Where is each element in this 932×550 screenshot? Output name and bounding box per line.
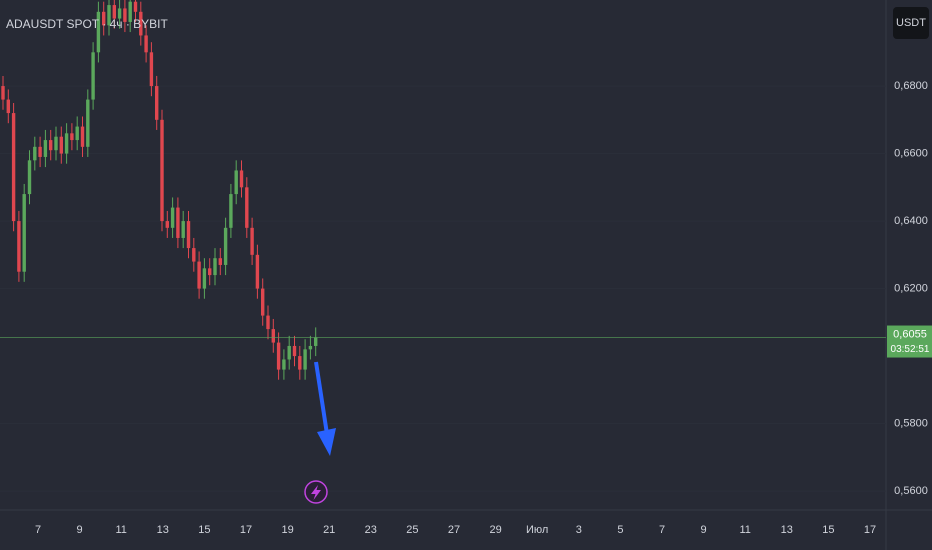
candle-body [1,86,5,100]
last-price-label: 0,6055 [893,328,927,340]
candle-body [287,345,291,360]
candle-body [208,268,212,276]
x-tick-label: Июл [526,524,548,536]
candle-body [186,221,191,249]
candle-body [165,221,169,228]
candle-body [155,86,159,120]
candle-body [292,345,297,357]
candle-body [229,194,233,228]
candle-body [59,136,63,154]
candle-body [112,5,116,19]
x-tick-label: 9 [77,524,83,536]
x-tick-label: 25 [406,524,418,536]
symbol-title: ADAUSDT SPOT · 4ч · BYBIT [6,17,169,31]
x-tick-label: 7 [35,524,41,536]
candle-body [255,254,260,289]
candle-body [282,359,286,370]
candle-body [192,248,196,262]
x-tick-label: 23 [365,524,377,536]
x-tick-label: 27 [448,524,460,536]
candle-body [123,8,127,22]
y-tick-label: 0,5800 [894,417,928,429]
last-price-badge [887,325,932,358]
candle-body [245,187,249,228]
candle-body [181,221,185,238]
currency-button[interactable] [893,7,929,39]
candle-body [43,140,48,157]
currency-label[interactable]: USDT [896,17,926,29]
y-tick-label: 0,6200 [894,282,928,294]
candle-body [218,258,222,265]
x-tick-label: 13 [781,524,793,536]
candle-body [197,261,201,289]
x-tick-label: 13 [157,524,169,536]
candle-body [133,1,138,12]
candle-body [6,99,10,114]
event-icon[interactable] [304,480,328,504]
countdown-label: 03:52:51 [891,344,930,355]
candle-body [38,146,42,157]
x-tick-label: 5 [617,524,623,536]
x-tick-label: 17 [864,524,876,536]
candle-body [276,342,281,370]
x-tick-label: 9 [701,524,707,536]
x-tick-label: 15 [198,524,210,536]
candle-body [17,221,21,272]
candle-body [176,207,180,238]
candle-body [75,126,79,141]
candle-body [80,126,85,147]
candle-body [27,160,32,195]
candle-body [234,170,238,195]
candle-body [308,345,313,350]
y-tick-label: 0,6400 [894,215,928,227]
candle-body [144,35,148,53]
y-tick-label: 0,6600 [894,147,928,159]
candle-body [303,349,307,370]
x-tick-label: 17 [240,524,252,536]
candle-body [128,1,132,22]
candle-body [139,11,143,36]
candle-body [261,288,265,316]
x-tick-label: 7 [659,524,665,536]
plot-area [0,0,886,380]
x-tick-label: 3 [576,524,582,536]
candle-body [49,140,53,151]
candle-body [96,11,101,53]
candle-body [170,207,175,228]
candle-body [223,227,228,265]
candle-body [22,194,26,272]
candle-body [70,133,74,141]
candle-body [64,133,69,154]
candle-body [91,52,95,100]
candle-body [102,11,106,26]
candle-body [54,136,58,151]
x-tick-label: 19 [281,524,293,536]
candle-body [250,227,254,255]
x-tick-label: 11 [115,524,126,536]
candle-body [86,99,90,147]
axes: 0,5600 0,5800 0,6200 0,6400 0,6600 0,6800 7 9 11… [35,80,932,536]
y-tick-label: 0,6800 [894,80,928,92]
candle-body [314,337,318,346]
candle-body [11,113,16,222]
candle-body [117,8,122,19]
candle-body [107,5,111,26]
candle-body [271,329,275,343]
candle-body [160,119,164,222]
x-tick-label: 29 [489,524,501,536]
candle-body [298,356,302,370]
x-tick-label: 11 [739,524,750,536]
y-tick-label: 0,5600 [894,485,928,497]
candle-body [213,258,217,276]
candle-body [149,52,154,87]
candle-body [266,315,270,330]
x-tick-label: 21 [323,524,335,536]
x-tick-label: 15 [822,524,834,536]
candle-body [33,146,37,161]
candle-body [239,170,244,188]
arrow-annotation [314,361,336,456]
candle-body [202,268,207,289]
